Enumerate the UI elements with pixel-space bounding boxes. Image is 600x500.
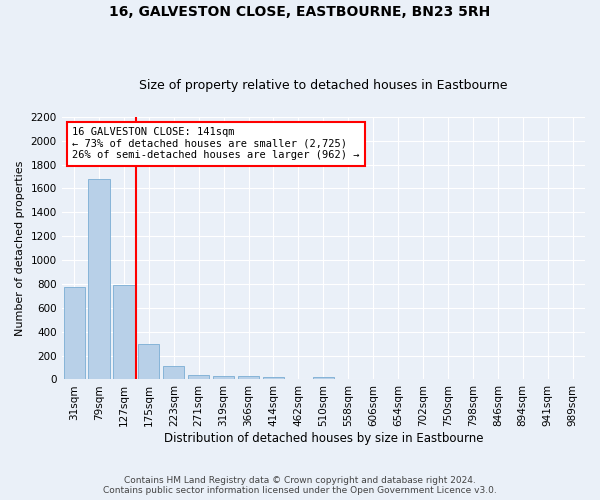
Text: 16 GALVESTON CLOSE: 141sqm
← 73% of detached houses are smaller (2,725)
26% of s: 16 GALVESTON CLOSE: 141sqm ← 73% of deta… <box>72 128 359 160</box>
Bar <box>213 376 234 380</box>
Bar <box>88 179 110 380</box>
Y-axis label: Number of detached properties: Number of detached properties <box>15 160 25 336</box>
Bar <box>188 374 209 380</box>
Bar <box>64 287 85 380</box>
Title: Size of property relative to detached houses in Eastbourne: Size of property relative to detached ho… <box>139 79 508 92</box>
Bar <box>313 377 334 380</box>
Bar <box>238 376 259 380</box>
Bar <box>138 344 160 380</box>
Text: 16, GALVESTON CLOSE, EASTBOURNE, BN23 5RH: 16, GALVESTON CLOSE, EASTBOURNE, BN23 5R… <box>109 5 491 19</box>
Bar <box>113 284 134 380</box>
Bar <box>163 366 184 380</box>
X-axis label: Distribution of detached houses by size in Eastbourne: Distribution of detached houses by size … <box>164 432 483 445</box>
Bar <box>263 377 284 380</box>
Text: Contains HM Land Registry data © Crown copyright and database right 2024.
Contai: Contains HM Land Registry data © Crown c… <box>103 476 497 495</box>
